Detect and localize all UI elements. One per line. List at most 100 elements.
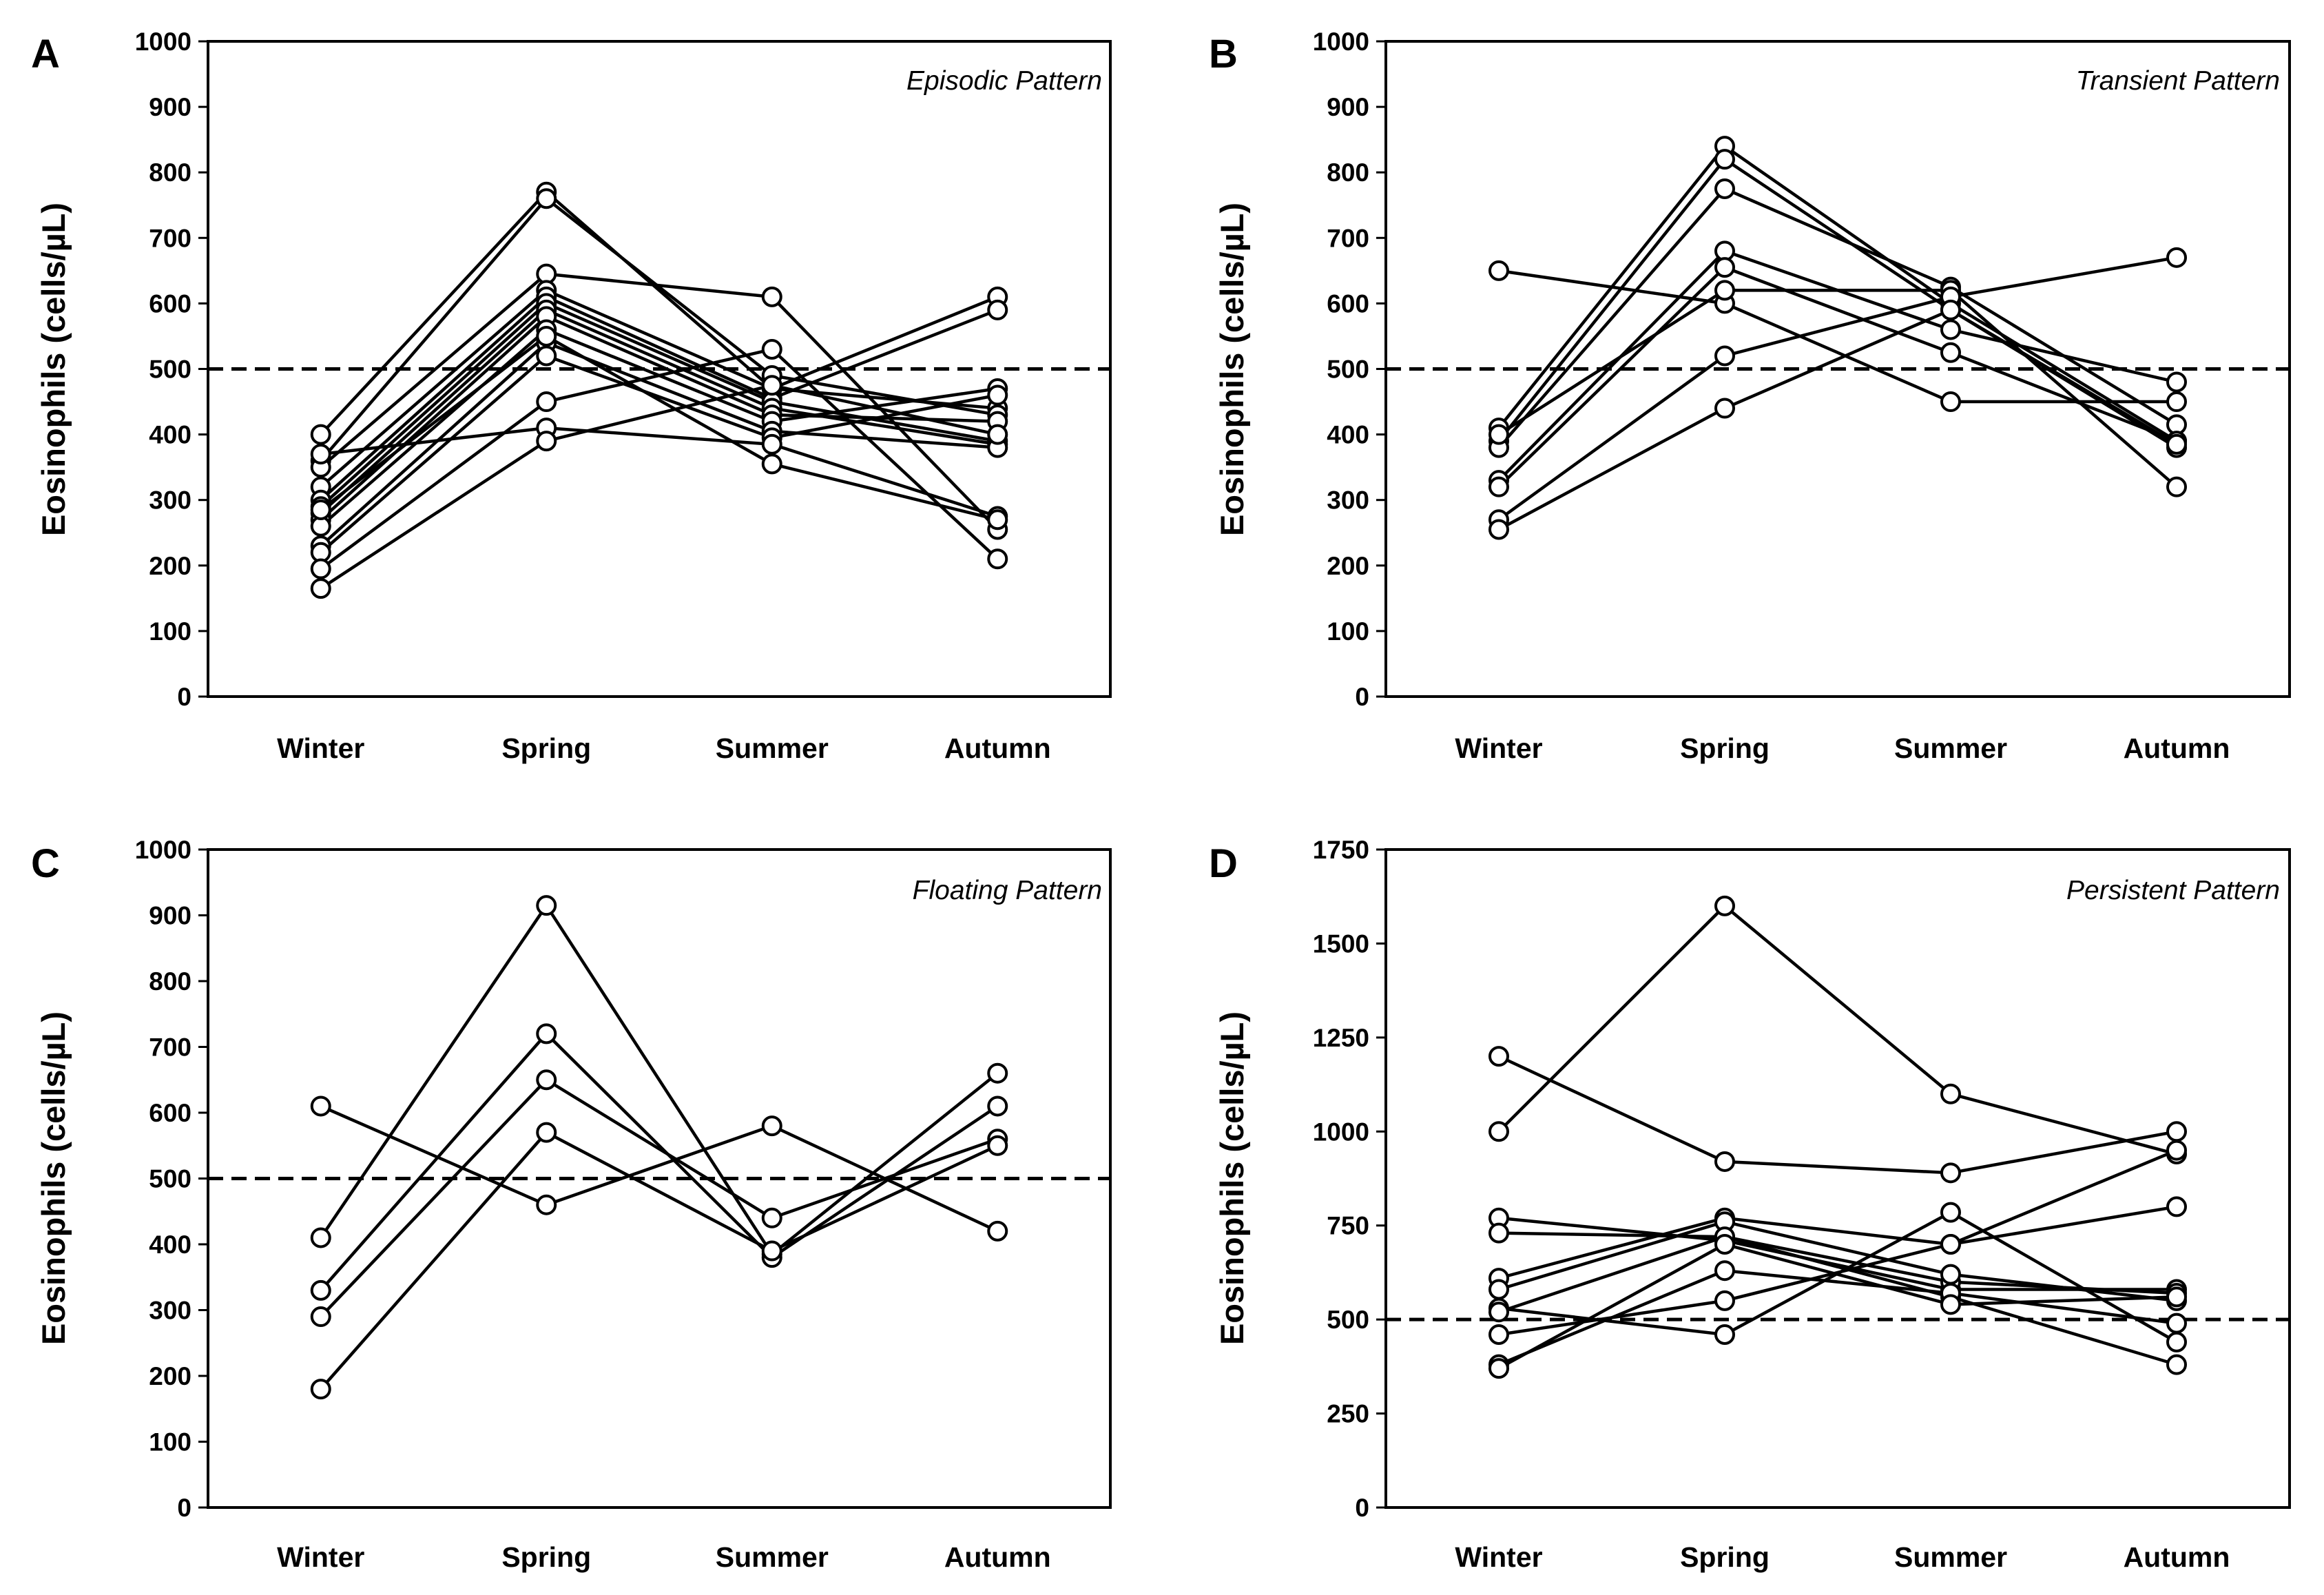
panel-c-series-3-point-winter (310, 1279, 331, 1301)
panel-d-series-9-point-winter (1488, 1324, 1509, 1345)
panel-b-y-tick-label-10: 1000 (1313, 28, 1369, 56)
panel-b: B Transient Pattern Eosinophils (cells/µ… (1209, 28, 2291, 764)
panel-c-y-tick-label-1: 100 (149, 1428, 191, 1457)
panel-c-series-4-point-winter (310, 1306, 331, 1328)
panel-d-series-1-point-spring (1714, 1151, 1735, 1172)
panel-a-series-12-point-summer (761, 338, 782, 360)
panel-a-y-tick-label-5: 500 (149, 356, 191, 384)
panel-d-x-label-summer: Summer (1894, 1541, 2007, 1573)
panel-b-series-7-point-summer (1940, 342, 1961, 363)
panel-a-series-line-2 (320, 196, 998, 462)
panel-c-series-line-4 (320, 1078, 998, 1318)
panel-a-series-15-point-winter (310, 499, 331, 520)
panel-c-y-tick-label-2: 200 (149, 1362, 191, 1390)
panel-b-y-tick-label-5: 500 (1327, 356, 1369, 384)
panel-d-x-label-spring: Spring (1680, 1541, 1770, 1573)
panel-a-series-line-1 (320, 190, 998, 436)
panel-a-x-label-winter: Winter (277, 732, 364, 764)
panel-a-y-tick-label-6: 600 (149, 289, 191, 318)
panel-a-series-line-12 (320, 347, 999, 570)
panel-a-letter: A (31, 32, 60, 76)
panel-a-series-13-point-summer (761, 433, 782, 455)
panel-b-series-7-point-winter (1488, 476, 1509, 497)
panel-a-y-tick-label-3: 300 (149, 486, 191, 515)
panel-b-series-line-4 (1497, 187, 2178, 449)
panel-a-x-label-spring: Spring (501, 732, 591, 764)
panel-a-x-categories: Winter Spring Summer Autumn (277, 732, 1051, 764)
panel-c-y-axis-label: Eosinophils (cells/µL) (35, 1011, 72, 1345)
panel-c-series-2-point-winter (310, 1227, 331, 1248)
panel-a-y-tick-label-0: 0 (177, 683, 191, 711)
panel-d-series-6-point-summer (1940, 1264, 1961, 1285)
panel-a-series-14-point-summer (761, 375, 782, 396)
panel-a-series-line-8 (320, 315, 998, 521)
panel-a-y-tick-label-10: 1000 (135, 28, 191, 56)
panel-d-y-ticks: 0 250 500 750 1000 1250 1500 1750 (1313, 836, 1386, 1522)
panel-b-series-1-point-winter (1488, 260, 1509, 281)
panel-b-y-tick-label-9: 900 (1327, 93, 1369, 121)
panel-a-series-line-14 (320, 384, 998, 590)
panel-a-y-tick-label-2: 200 (149, 552, 191, 580)
panel-a-series-line-11 (320, 354, 998, 554)
panel-d-series-line-3 (1498, 1216, 2177, 1291)
panel-c-series-5-point-autumn (987, 1135, 1008, 1156)
panel-b-series-4-point-spring (1714, 178, 1735, 199)
panel-b-series-9-point-spring (1714, 398, 1735, 419)
panel-d-series-6-point-winter (1488, 1279, 1509, 1300)
panel-c-series-line-5 (320, 1131, 999, 1390)
panel-c: C Floating Pattern Eosinophils (cells/µL… (31, 836, 1112, 1573)
panel-c-x-categories: Winter Spring Summer Autumn (277, 1541, 1051, 1573)
panel-d-y-tick-label-4: 1000 (1313, 1118, 1369, 1146)
panel-d-x-categories: Winter Spring Summer Autumn (1455, 1541, 2230, 1573)
panel-d-letter: D (1209, 841, 1238, 886)
panel-c-series-4-point-summer (761, 1207, 782, 1228)
panel-a-title: Episodic Pattern (906, 66, 1102, 96)
panel-c-letter: C (31, 841, 60, 886)
panel-d-y-tick-label-7: 1750 (1313, 836, 1369, 864)
panel-d-series-11-point-summer (1940, 1294, 1961, 1315)
panel-c-series-line-2 (319, 903, 999, 1256)
panel-d-series-line-11 (1497, 1242, 2177, 1370)
panel-d-series-line-10 (1498, 1268, 2177, 1366)
panel-b-letter: B (1209, 32, 1238, 76)
panel-b-series-5-point-spring (1714, 280, 1735, 301)
panel-a-x-label-autumn: Autumn (944, 732, 1051, 764)
panel-d-series-2-point-summer (1940, 1083, 1961, 1104)
panel-c-series-1-point-autumn (987, 1220, 1008, 1242)
panel-a-series-3-point-summer (761, 286, 782, 307)
panel-c-x-label-summer: Summer (716, 1541, 829, 1573)
panel-a-series-line-15 (320, 334, 998, 522)
panel-d-y-tick-label-0: 0 (1355, 1494, 1369, 1522)
panel-a-y-tick-label-1: 100 (149, 617, 191, 646)
panel-c-y-tick-label-7: 700 (149, 1033, 191, 1062)
panel-d-series-1-point-summer (1940, 1162, 1961, 1184)
panel-c-series-5-point-winter (310, 1379, 331, 1400)
panel-b-series-line-9 (1497, 308, 2178, 531)
panel-d-series-10-point-autumn (2166, 1313, 2187, 1334)
panel-b-series-8-point-spring (1714, 345, 1735, 367)
panel-b-series-line-8 (1497, 256, 2177, 522)
panel-d-series-11-point-winter (1488, 1358, 1509, 1379)
panel-b-y-tick-label-6: 600 (1327, 289, 1369, 318)
panel-a: A Episodic Pattern Eosinophils (cells/µL… (31, 28, 1112, 764)
panel-d: D Persistent Pattern Eosinophils (cells/… (1209, 836, 2291, 1573)
panel-a-x-label-summer: Summer (716, 732, 829, 764)
panel-d-series-7-point-spring (1714, 1324, 1735, 1345)
panel-c-y-tick-label-3: 300 (149, 1297, 191, 1325)
panel-a-series (310, 181, 1008, 599)
panel-a-series-line-4 (320, 289, 999, 488)
panel-b-series-5-point-winter (1488, 424, 1509, 445)
panel-d-y-tick-label-6: 1500 (1313, 929, 1369, 958)
panel-d-y-tick-label-3: 750 (1327, 1212, 1369, 1240)
panel-d-y-tick-label-1: 250 (1327, 1400, 1369, 1428)
panel-d-series-line-1 (1498, 1055, 2177, 1175)
panel-d-y-tick-label-2: 500 (1327, 1306, 1369, 1334)
panel-b-x-label-winter: Winter (1455, 732, 1542, 764)
panel-c-y-tick-label-5: 500 (149, 1165, 191, 1193)
panel-a-y-axis-label: Eosinophils (cells/µL) (35, 203, 72, 536)
panel-d-x-label-autumn: Autumn (2124, 1541, 2230, 1573)
panel-b-series-9-point-winter (1488, 519, 1509, 540)
panel-c-series-2-point-spring (536, 895, 557, 916)
panel-b-y-tick-label-2: 200 (1327, 552, 1369, 580)
